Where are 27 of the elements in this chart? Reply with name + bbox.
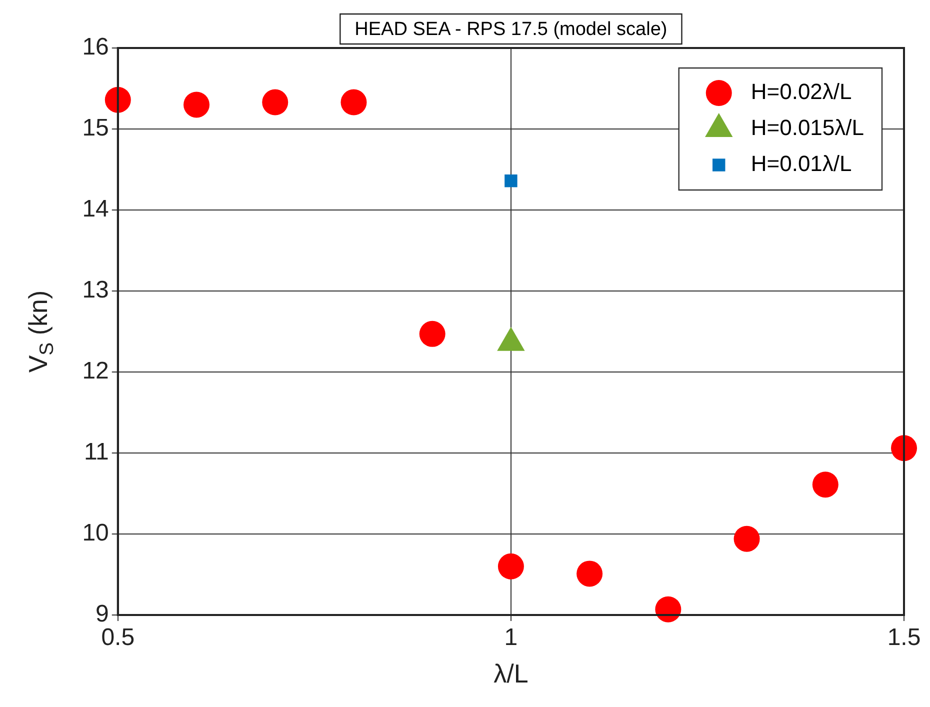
point [262,89,288,116]
point [891,435,917,462]
point [184,92,210,118]
point [812,472,838,498]
y-tick-label: 15 [82,114,109,142]
legend-label: H=0.015λ/L [750,115,864,140]
point [576,560,603,587]
x-axis-title: λ/L [494,658,528,689]
point [340,89,367,116]
y-tick-label: 13 [82,276,109,304]
point [734,526,760,552]
y-tick-label: 12 [82,358,109,385]
legend-label: H=0.01λ/L [750,151,852,176]
y-tick-label: 11 [84,438,109,466]
point [655,596,682,622]
chart-title: HEAD SEA - RPS 17.5 (model scale) [354,19,668,40]
y-tick-label: 14 [82,196,109,223]
y-tick-label: 10 [82,520,109,547]
legend-label: H=0.02λ/L [750,79,852,104]
point [419,320,446,347]
y-axis-title: VS (kn) [23,290,58,373]
y-tick-label: 16 [82,34,109,61]
point [104,86,131,113]
point [498,553,524,580]
x-tick-label: 1.5 [887,624,921,652]
point [504,174,518,188]
x-tick-label: 1 [504,624,518,652]
